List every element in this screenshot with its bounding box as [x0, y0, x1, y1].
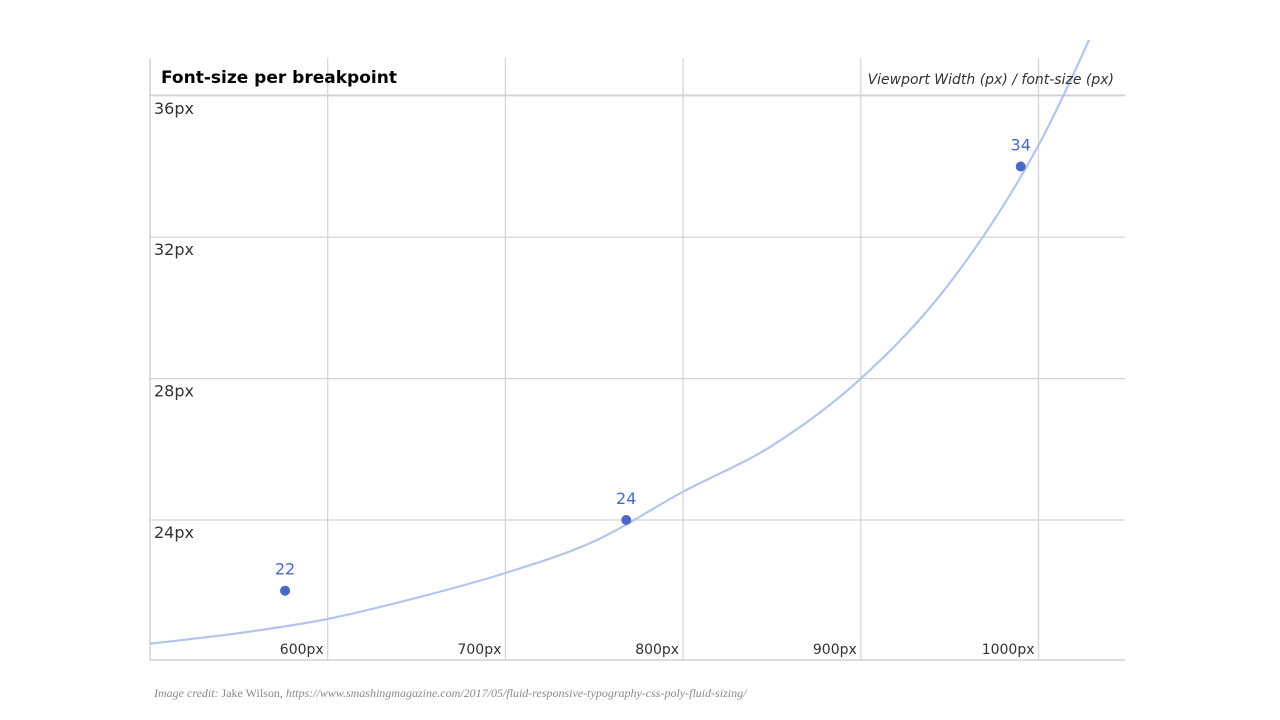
credit-lead: Image credit:: [154, 686, 219, 700]
y-tick-label: 24px: [154, 523, 194, 542]
grid: [150, 58, 1125, 660]
y-tick-label: 32px: [154, 240, 194, 259]
chart-title: Font-size per breakpoint: [161, 68, 397, 88]
credit-author: Jake Wilson,: [221, 686, 283, 700]
axis-caption: Viewport Width (px) / font-size (px): [868, 72, 1114, 88]
data-point-label: 24: [616, 489, 636, 508]
data-points: 22 24 34: [275, 136, 1031, 596]
credit-url[interactable]: https://www.smashingmagazine.com/2017/05…: [285, 686, 747, 700]
x-tick-label: 800px: [635, 642, 679, 658]
y-tick-label: 36px: [154, 99, 194, 118]
y-tick-label: 28px: [154, 382, 194, 401]
x-tick-label: 600px: [280, 642, 324, 658]
x-tick-label: 1000px: [982, 642, 1035, 658]
x-tick-label: 700px: [457, 642, 501, 658]
x-tick-label: 900px: [813, 642, 857, 658]
font-size-curve: [150, 40, 1091, 645]
data-point: [1015, 161, 1026, 172]
data-point-label: 34: [1011, 136, 1031, 155]
data-point-label: 22: [275, 560, 295, 579]
image-credit: Image credit: Jake Wilson, https://www.s…: [154, 686, 746, 701]
data-point: [621, 515, 632, 525]
x-tick-labels: 600px 700px 800px 900px 1000px: [280, 642, 1035, 658]
y-tick-labels: 24px 28px 32px 36px: [154, 99, 194, 542]
axes: [149, 58, 1125, 661]
data-point: [280, 585, 291, 596]
